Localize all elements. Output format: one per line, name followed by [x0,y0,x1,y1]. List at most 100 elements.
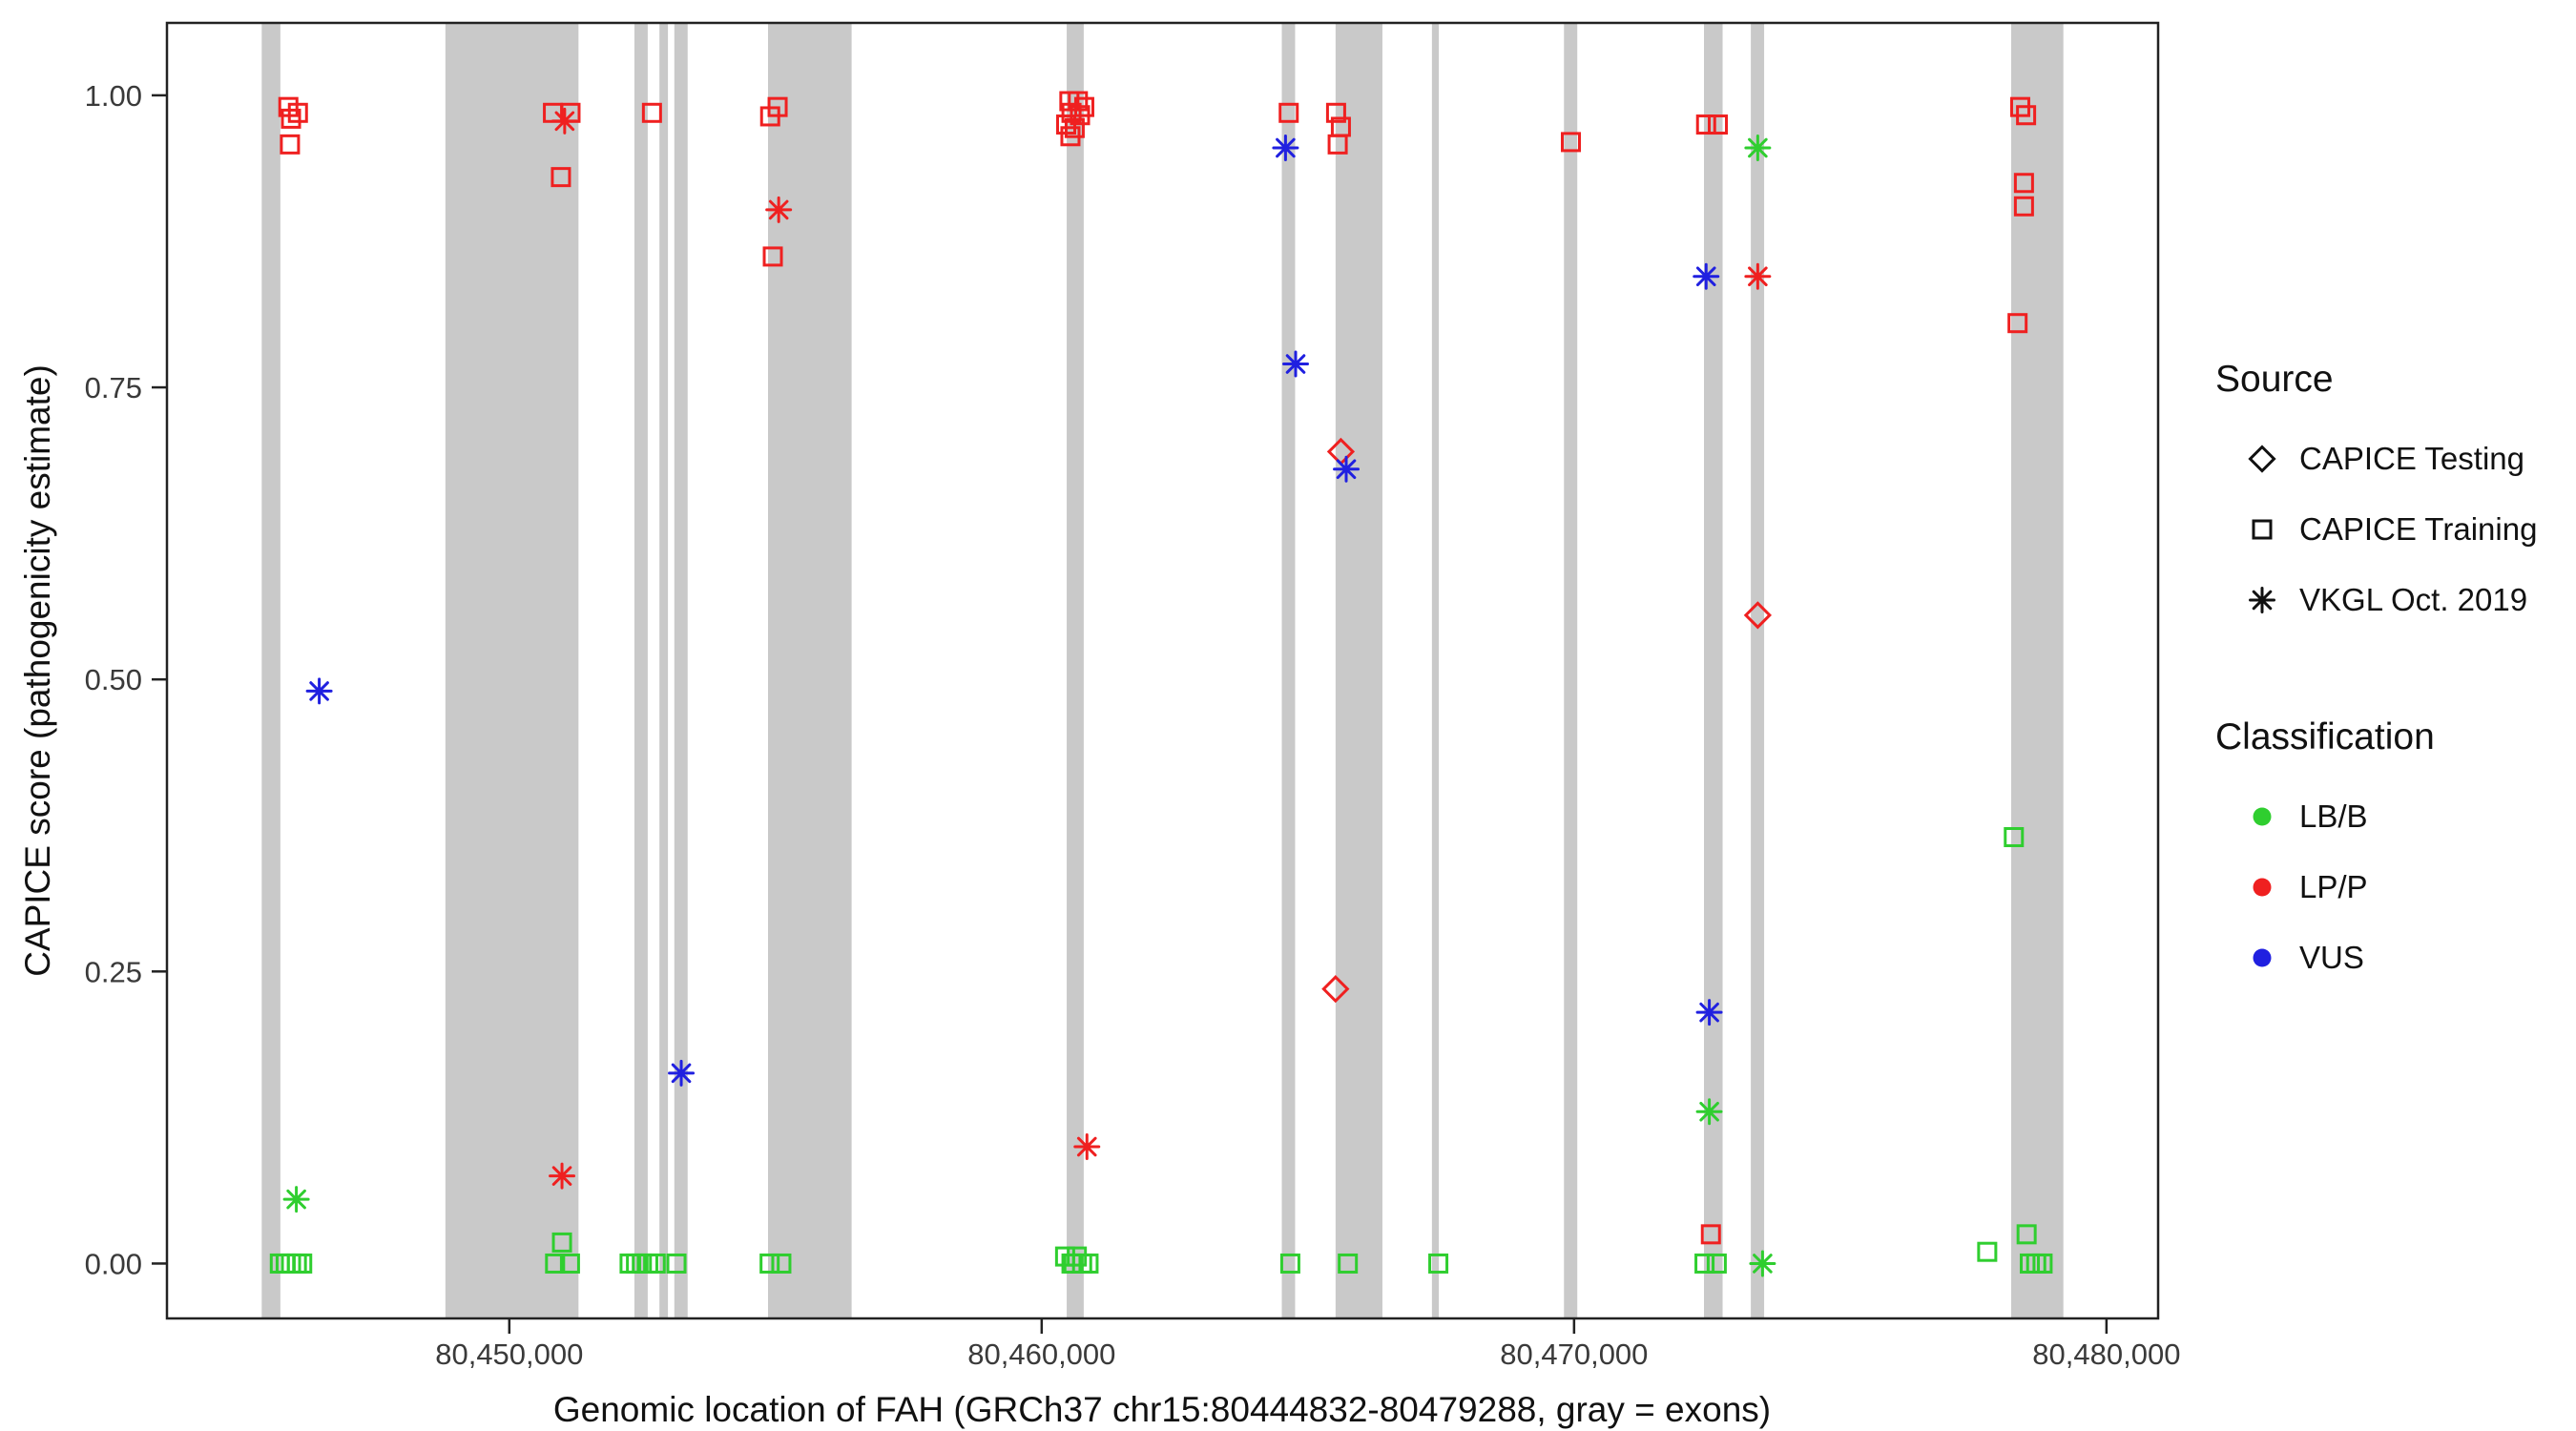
legend-source-title: Source [2215,359,2334,400]
point-square [1327,134,1348,155]
y-tick-label: 0.00 [85,1247,142,1280]
exon-band [1751,23,1765,1318]
point-square [645,1253,666,1274]
legend-item-vus: VUS [2215,923,2570,993]
point-asterisk [2249,587,2275,613]
point-square [551,167,571,188]
legend-item-diamond: CAPICE Testing [2215,424,2570,494]
legend-item-label: VKGL Oct. 2019 [2299,582,2528,617]
point-asterisk [282,1186,310,1213]
exon-band [674,23,688,1318]
point-square [280,108,301,129]
point-square [1695,114,1716,135]
point-square [2013,173,2034,194]
exon-band [2010,23,2064,1318]
legend-classification-section: Classification LB/B LP/P VUS [2215,716,2570,993]
x-tick-label: 80,470,000 [1500,1338,1648,1371]
legend-color-dot [2253,807,2272,826]
circle-icon [2253,807,2272,826]
legend-item-label: CAPICE Testing [2299,441,2524,476]
exon-band [1335,23,1382,1318]
plot-area: 80,450,000 80,460,000 80,470,000 80,480,000… [85,21,2180,1371]
point-asterisk [668,1059,696,1087]
x-axis-title: Genomic location of FAH (GRCh37 chr15:80… [553,1390,1771,1429]
point-square [551,1232,572,1253]
point-square [759,1253,780,1274]
point-asterisk [1744,262,1772,290]
legend-item-label: LB/B [2299,798,2368,834]
legend-source-section: Source CAPICE Testing CAPICE Training VKGL… [2215,358,2570,635]
legend-classification-items: LB/B LP/P VUS [2215,781,2570,993]
point-square [762,246,783,267]
exon-band [634,23,648,1318]
exon-band [1067,23,1084,1318]
point-square [641,102,662,123]
point-asterisk [1282,350,1310,378]
point-asterisk [305,677,333,705]
point-square [280,1253,301,1274]
exon-band [1704,23,1723,1318]
asterisk-icon [2249,587,2275,613]
point-asterisk [1695,1098,1723,1126]
legend-item-asterisk: VKGL Oct. 2019 [2215,565,2570,635]
point-asterisk [549,1162,576,1190]
point-square [1068,91,1089,112]
point-square [1561,132,1582,153]
point-square [2252,519,2273,540]
point-square [1708,114,1729,135]
y-tick-label: 0.25 [85,955,142,988]
point-square [1278,102,1299,123]
legend-color-dot [2253,948,2272,967]
point-square [759,106,780,127]
legend-source-items: CAPICE Testing CAPICE Training VKGL Oct. 2… [2215,424,2570,635]
legend-color-dot [2253,878,2272,897]
point-diamond [1321,975,1350,1004]
point-square [1706,1253,1727,1274]
panel-border [165,21,2160,1320]
point-square [2016,105,2037,126]
point-square [559,1253,580,1274]
point-asterisk [1744,135,1772,162]
exon-band [261,23,280,1318]
circle-icon [2253,878,2272,897]
point-asterisk [765,196,793,223]
point-square [1067,1246,1088,1267]
legend-item-square: CAPICE Training [2215,494,2570,565]
y-tick-label: 0.75 [85,371,142,404]
legend-item-label: CAPICE Training [2299,511,2538,547]
point-square [2013,196,2034,217]
point-square [2004,826,2025,847]
point-square [2016,1224,2037,1245]
square-icon [2252,519,2273,540]
x-tick-label: 80,450,000 [435,1338,583,1371]
point-square [771,1253,792,1274]
circle-icon [2253,948,2272,967]
x-tick-label: 80,460,000 [967,1338,1115,1371]
x-tick-label: 80,480,000 [2032,1338,2180,1371]
point-diamond [1743,601,1772,630]
point-square [287,102,308,123]
exon-band [1431,23,1440,1318]
point-square [1977,1241,1998,1262]
point-asterisk [551,107,578,135]
legend: Source CAPICE Testing CAPICE Training VKGL… [2215,358,2570,993]
y-axis-title: CAPICE score (pathogenicity estimate) [18,364,57,977]
exon-band [1564,23,1578,1318]
point-square [545,1253,566,1274]
point-square [1700,1224,1721,1245]
point-asterisk [1695,999,1723,1027]
point-asterisk [1272,135,1299,162]
point-asterisk [1749,1250,1776,1277]
exon-band [768,23,852,1318]
point-square [280,134,301,155]
point-diamond [2248,445,2276,473]
legend-item-label: LP/P [2299,869,2368,904]
point-asterisk [1333,455,1361,483]
exon-band [659,23,669,1318]
point-square [1428,1253,1449,1274]
point-square [1063,1253,1084,1274]
exon-band [445,23,579,1318]
legend-classification-title: Classification [2215,716,2435,757]
y-tick-label: 1.00 [85,79,142,113]
